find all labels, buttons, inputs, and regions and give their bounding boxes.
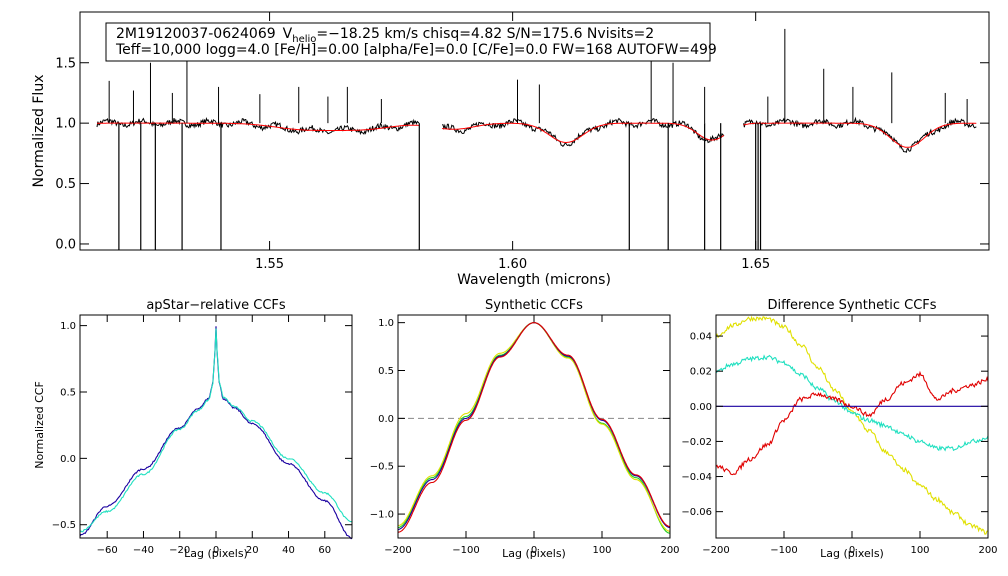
y-tick-label: 0.04 <box>690 332 712 343</box>
legend-line-2: Teff=10,000 logg=4.0 [Fe/H]=0.00 [alpha/… <box>115 42 717 58</box>
y-tick-label: 1.0 <box>60 321 76 332</box>
synthetic-ccf-panel: −200 −100 0 100 200 −1.0 −0.5 0.0 0.5 1.0 Synthet… <box>370 298 680 560</box>
apstar-ccf-xlabel: Lag (pixels) <box>184 547 248 560</box>
x-tick-label: 1.55 <box>255 257 284 272</box>
synthetic-ccf-xlabel: Lag (pixels) <box>502 547 566 560</box>
ccf-series-red <box>715 370 989 476</box>
apstar-ccf-ticks: −60 −40 −20 0 20 40 60 −0.5 0.0 0.5 1.0 <box>52 315 352 556</box>
y-tick-label: 0.0 <box>60 454 76 465</box>
x-tick-label: 100 <box>592 545 611 556</box>
synthetic-ccf-title: Synthetic CCFs <box>485 298 583 313</box>
x-tick-label: −200 <box>702 545 729 556</box>
y-tick-label: −0.06 <box>681 507 712 518</box>
legend-line-1: 2M19120037-0624069 Vhelio=−18.25 km/s chi… <box>116 26 654 45</box>
synthetic-ccf-ticks: −200 −100 0 100 200 −1.0 −0.5 0.0 0.5 1.0 <box>370 315 680 556</box>
apstar-ccf-ylabel: Normalized CCF <box>33 381 46 469</box>
y-tick-label: 0.02 <box>690 367 712 378</box>
x-tick-label: −40 <box>133 545 154 556</box>
x-tick-label: −100 <box>452 545 479 556</box>
y-tick-label: −0.02 <box>681 437 712 448</box>
x-tick-label: 0 <box>849 545 855 556</box>
x-tick-label: 1.65 <box>741 257 770 272</box>
x-tick-label: 0 <box>213 545 219 556</box>
spectrum-xlabel: Wavelength (microns) <box>457 272 611 288</box>
spectrum-legend: 2M19120037-0624069 Vhelio=−18.25 km/s chi… <box>105 22 717 62</box>
spectrum-panel: 1.55 1.60 1.65 0.0 0.5 1.0 1.5 Wavelength (mic… <box>31 11 990 288</box>
y-tick-label: 0.5 <box>378 366 394 377</box>
ccf-series-cyan <box>715 354 989 452</box>
difference-ccf-title: Difference Synthetic CCFs <box>767 298 936 313</box>
y-tick-label: 1.5 <box>55 56 76 71</box>
ccf-series-visit-2 <box>79 328 353 533</box>
difference-ccf-panel: −200 −100 0 100 200 −0.06 −0.04 −0.02 0.00 0.02 0.… <box>681 298 997 560</box>
y-tick-label: −1.0 <box>370 510 394 521</box>
legend-vhelio-sub: helio <box>292 34 316 45</box>
ccf-series-red <box>397 322 671 533</box>
x-tick-label: 20 <box>246 545 259 556</box>
spectrum-data-line <box>743 116 977 153</box>
legend-star-id: 2M19120037-0624069 <box>116 26 276 42</box>
apstar-ccf-title: apStar−relative CCFs <box>146 298 286 313</box>
x-tick-label: −60 <box>97 545 118 556</box>
x-tick-label: 1.60 <box>498 257 527 272</box>
spectrum-ticks: 1.55 1.60 1.65 0.0 0.5 1.0 1.5 <box>55 12 989 272</box>
difference-ccf-series <box>715 315 989 535</box>
x-tick-label: 60 <box>318 545 331 556</box>
spectrum-series <box>96 28 977 250</box>
ccf-series-yellow <box>715 315 989 535</box>
apstar-ccf-series <box>79 326 353 540</box>
legend-line-1-rest: =−18.25 km/s chisq=4.82 S/N=175.6 Nvisit… <box>316 26 654 42</box>
x-tick-label: −20 <box>169 545 190 556</box>
apstar-ccf-panel: −60 −40 −20 0 20 40 60 −0.5 0.0 0.5 1.0 apStar−rel… <box>33 298 353 560</box>
y-tick-label: −0.04 <box>681 472 712 483</box>
legend-vhelio-label: V <box>283 26 293 42</box>
difference-ccf-xlabel: Lag (pixels) <box>820 547 884 560</box>
synthetic-ccf-series <box>397 322 671 534</box>
spectrum-model-line <box>442 122 725 143</box>
x-tick-label: 40 <box>282 545 295 556</box>
y-tick-label: 1.0 <box>378 318 394 329</box>
y-tick-label: 0.0 <box>378 414 394 425</box>
y-tick-label: −0.5 <box>370 462 394 473</box>
x-tick-label: −100 <box>770 545 797 556</box>
y-tick-label: 0.5 <box>55 177 76 192</box>
x-tick-label: 0 <box>531 545 537 556</box>
y-tick-label: −0.5 <box>52 520 76 531</box>
y-tick-label: 1.0 <box>55 117 76 132</box>
x-tick-label: 200 <box>978 545 997 556</box>
y-tick-label: 0.5 <box>60 387 76 398</box>
spectrum-ylabel: Normalized Flux <box>31 75 47 188</box>
y-tick-label: 0.0 <box>55 238 76 253</box>
ccf-series-visit-1 <box>79 326 352 540</box>
difference-ccf-ticks: −200 −100 0 100 200 −0.06 −0.04 −0.02 0.00 0.02 0.… <box>681 315 998 556</box>
y-tick-label: 0.00 <box>690 402 712 413</box>
x-tick-label: 100 <box>910 545 929 556</box>
x-tick-label: −200 <box>384 545 411 556</box>
legend-box <box>105 22 711 62</box>
spectrum-frame <box>79 11 990 251</box>
spectrum-model-line <box>743 122 977 148</box>
x-tick-label: 200 <box>660 545 679 556</box>
